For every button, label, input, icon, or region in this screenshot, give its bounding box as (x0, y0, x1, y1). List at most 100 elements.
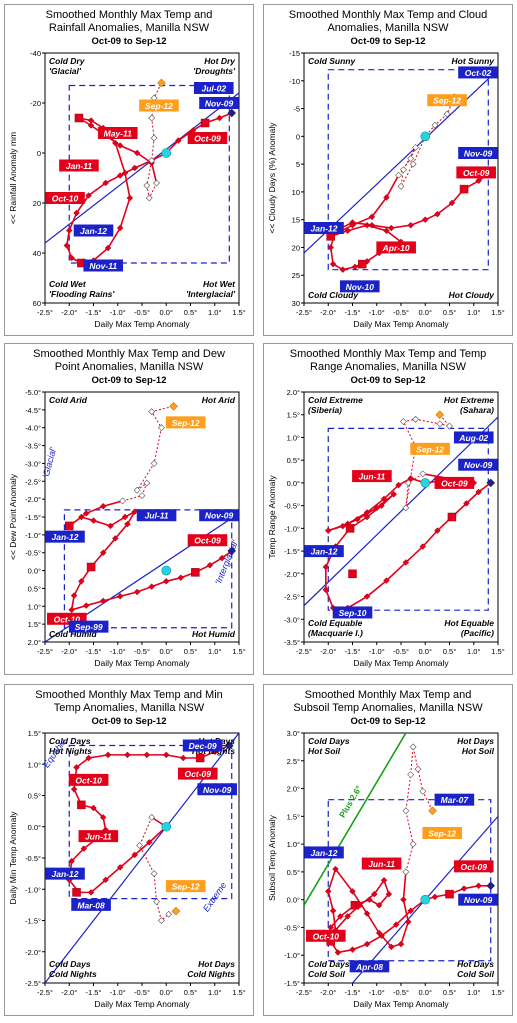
data-point-hollow (409, 840, 417, 848)
y-tick-label: 20 (33, 199, 41, 208)
y-tick-label: 1.5° (287, 812, 300, 821)
chart-subtitle: Oct-09 to Sep-12 (91, 375, 167, 386)
date-callout-text: Aug-02 (458, 433, 488, 443)
y-tick-label: -2.0° (25, 495, 41, 504)
chart-title-line1: Smoothed Monthly Max Temp and (45, 9, 213, 21)
y-tick-label: 0.0° (287, 479, 300, 488)
date-callout (71, 898, 111, 911)
data-point (383, 577, 390, 584)
data-point (397, 940, 405, 948)
data-point-hollow (402, 868, 410, 876)
chart-panel-dew-point: Smoothed Monthly Max Temp and Dew Point … (4, 343, 254, 675)
chart-subtitle: Oct-09 to Sep-12 (350, 36, 426, 47)
data-point (339, 266, 347, 273)
date-callout-text: Sep-99 (75, 622, 103, 632)
data-point-hollow (404, 479, 412, 487)
data-point (434, 527, 441, 534)
date-callout (187, 534, 228, 547)
data-point-hollow (143, 479, 151, 487)
y-tick-label: 0.0° (28, 567, 41, 576)
chart-plot-dew-point: -2.5° -2.0° -1.5° -1.0° -0.5° 0.0° 0.5° 1.0° 1.5… (8, 388, 246, 668)
quadrant-label: Cold Sunny (308, 56, 356, 66)
quadrant-label: Hot Cloudy (449, 290, 496, 300)
y-tick-label: 1.0° (287, 433, 300, 442)
data-point (206, 561, 214, 569)
date-callout (453, 860, 494, 873)
x-tick-label: -2.5° (296, 988, 312, 997)
x-tick-label: 0.0° (160, 988, 173, 997)
date-callout (177, 767, 218, 780)
y-tick-label: -2.0° (284, 570, 300, 579)
chart-subtitle: Oct-09 to Sep-12 (350, 716, 426, 727)
chart-plot-cloud: -2.5° -2.0° -1.5° -1.0° -0.5° 0.0° 0.5° 1.0° 1.5… (267, 49, 505, 329)
marker-square (86, 562, 96, 572)
x-tick-label: 0.0° (160, 308, 173, 317)
x-tick-label: 0.5° (443, 647, 456, 656)
chart-title: Smoothed Monthly Max Temp and Min Temp A… (5, 689, 253, 728)
date-callout (304, 545, 344, 558)
x-tick-label: -1.0° (369, 988, 385, 997)
date-callout-text: Nov-09 (205, 511, 234, 521)
data-point (388, 224, 395, 232)
date-callout-text: May-11 (104, 129, 132, 139)
data-point-hollow (145, 194, 153, 202)
quadrant-sublabel: Cold Soil (308, 969, 345, 979)
x-tick-label: 1.5° (491, 308, 504, 317)
date-callout-text: Jan-12 (311, 547, 338, 557)
quadrant-sublabel: 'Glacial' (49, 66, 82, 76)
quadrant-box (327, 799, 492, 962)
x-axis-label: Daily Max Temp Anomaly (94, 658, 190, 668)
data-point (68, 254, 75, 262)
data-point (116, 593, 124, 600)
data-point (143, 751, 151, 759)
data-point (78, 578, 85, 585)
data-point (82, 510, 90, 517)
x-tick-label: -0.5° (134, 647, 150, 656)
quadrant-sublabel: (Macquarie I.) (308, 628, 363, 638)
quadrant-label: Hot Equable (444, 618, 494, 628)
y-tick-label: -3.5° (284, 638, 300, 647)
date-callout-text: Sep-12 (172, 882, 200, 892)
date-callout-text: Oct-02 (465, 68, 492, 78)
data-point-hollow (409, 160, 417, 168)
x-tick-label: 0.5° (443, 988, 456, 997)
trajectory-dotted (398, 97, 455, 187)
data-point-hollow (409, 743, 417, 751)
date-callout (427, 94, 467, 107)
data-point (400, 896, 407, 903)
y-tick-label: -1.5° (25, 513, 41, 522)
x-tick-label: 0.0° (419, 308, 432, 317)
data-point (375, 901, 383, 909)
marker-square (65, 521, 74, 531)
marker-square (357, 259, 367, 269)
data-point-hollow (119, 497, 127, 505)
data-point (371, 890, 378, 898)
quadrant-sublabel: 'Droughts' (193, 66, 236, 76)
x-tick-label: -2.5° (37, 308, 53, 317)
quadrant-label: Cold Days (308, 736, 350, 746)
quadrant-label: Cold Days (308, 959, 350, 969)
date-callout (304, 846, 344, 859)
date-callout (45, 867, 85, 880)
data-point (162, 578, 170, 585)
date-callout-text: Mar-07 (441, 795, 470, 805)
date-callout-text: Oct-10 (313, 931, 340, 941)
y-axis-label: << Rainfall Anomaly mm (8, 132, 18, 224)
data-point-hollow (148, 157, 156, 164)
data-point (366, 896, 373, 903)
date-callout (453, 431, 494, 444)
y-tick-label: 10 (292, 188, 300, 197)
x-tick-label: -0.5° (393, 988, 409, 997)
data-point (73, 209, 80, 217)
x-tick-label: -0.5° (393, 308, 409, 317)
data-point (121, 169, 129, 177)
chart-title-line2: Rainfall Anomalies, Manilla NSW (48, 22, 210, 34)
y-tick-label: 2.5° (287, 757, 300, 766)
data-point-hollow (165, 910, 173, 918)
data-point (104, 244, 112, 252)
date-callout (376, 241, 416, 254)
x-tick-label: -1.0° (369, 308, 385, 317)
x-tick-label: 1.0° (467, 988, 480, 997)
date-callout-text: Oct-09 (461, 862, 488, 872)
x-tick-label: -1.5° (345, 308, 361, 317)
